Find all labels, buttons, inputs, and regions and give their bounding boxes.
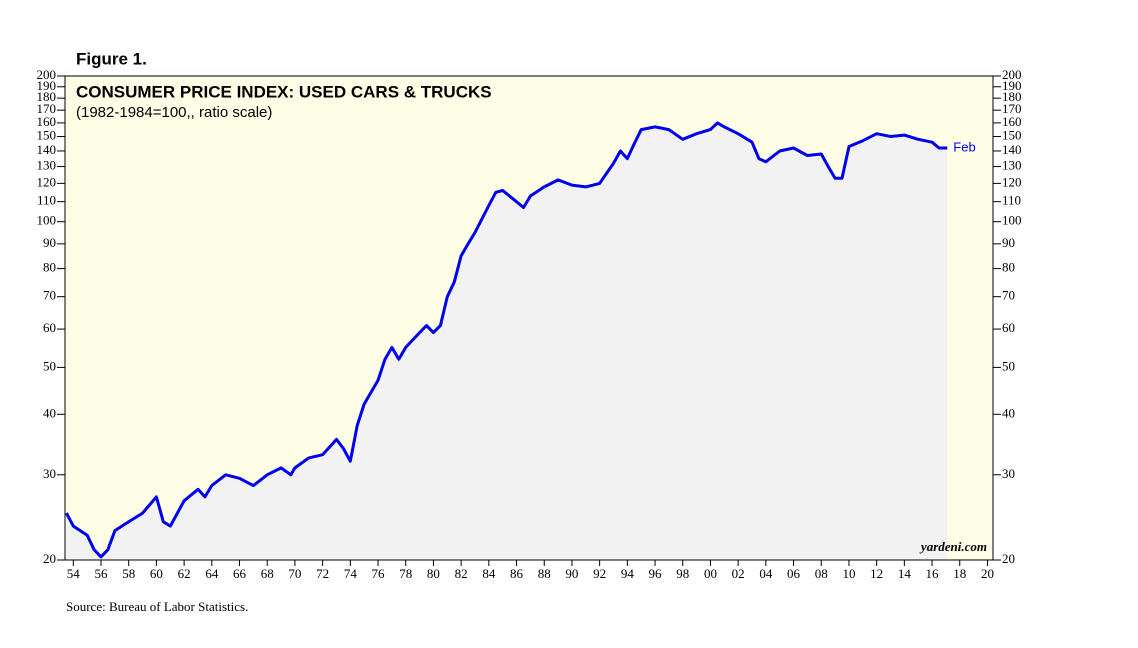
- y-tick-label: 180: [1002, 89, 1022, 104]
- y-tick-label: 130: [37, 158, 57, 173]
- x-tick-label: 78: [399, 566, 412, 581]
- x-tick-label: 06: [787, 566, 801, 581]
- y-tick-label: 130: [1002, 158, 1022, 173]
- x-tick-label: 54: [67, 566, 81, 581]
- y-tick-label: 20: [43, 551, 56, 566]
- x-tick-label: 58: [122, 566, 135, 581]
- y-tick-label: 50: [1002, 358, 1015, 373]
- x-tick-label: 18: [953, 566, 966, 581]
- watermark: yardeni.com: [919, 539, 987, 554]
- y-tick-label: 160: [1002, 114, 1022, 129]
- y-tick-label: 170: [1002, 101, 1022, 116]
- y-tick-label: 180: [37, 89, 57, 104]
- x-tick-label: 66: [233, 566, 247, 581]
- x-tick-label: 64: [205, 566, 219, 581]
- y-tick-label: 190: [1002, 78, 1022, 93]
- y-tick-label: 30: [1002, 466, 1015, 481]
- y-tick-label: 70: [43, 288, 56, 303]
- y-tick-label: 120: [1002, 174, 1022, 189]
- y-tick-label: 150: [37, 127, 57, 142]
- area: [66, 122, 948, 561]
- y-tick-label: 110: [1002, 193, 1021, 208]
- x-tick-label: 98: [676, 566, 689, 581]
- x-tick-label: 62: [178, 566, 191, 581]
- x-tick-label: 20: [981, 566, 994, 581]
- y-tick-label: 170: [37, 101, 57, 116]
- y-tick-label: 40: [1002, 405, 1015, 420]
- x-tick-label: 72: [316, 566, 329, 581]
- chart-title: CONSUMER PRICE INDEX: USED CARS & TRUCKS: [76, 82, 492, 101]
- x-tick-label: 68: [261, 566, 274, 581]
- x-tick-label: 82: [455, 566, 468, 581]
- y-tick-label: 200: [1002, 67, 1022, 82]
- y-tick-label: 50: [43, 358, 56, 373]
- x-tick-label: 94: [621, 566, 635, 581]
- y-tick-label: 40: [43, 405, 56, 420]
- x-tick-label: 00: [704, 566, 717, 581]
- plot-frame: [64, 75, 994, 561]
- y-tick-label: 140: [1002, 142, 1022, 157]
- annotation: Feb: [953, 139, 975, 154]
- y-tick-label: 90: [1002, 235, 1015, 250]
- x-tick-label: 02: [732, 566, 745, 581]
- y-tick-label: 200: [37, 67, 57, 82]
- y-tick-label: 60: [1002, 320, 1015, 335]
- x-tick-label: 86: [510, 566, 524, 581]
- y-tick-label: 100: [37, 213, 57, 228]
- y-tick-label: 20: [1002, 551, 1015, 566]
- x-tick-label: 80: [427, 566, 440, 581]
- y-tick-label: 90: [43, 235, 56, 250]
- x-tick-label: 60: [150, 566, 163, 581]
- x-tick-label: 56: [95, 566, 109, 581]
- y-tick-label: 60: [43, 320, 56, 335]
- y-tick-label: 160: [37, 114, 57, 129]
- y-tick-label: 190: [37, 78, 57, 93]
- x-tick-label: 12: [870, 566, 883, 581]
- x-tick-label: 08: [815, 566, 828, 581]
- x-tick-label: 96: [649, 566, 663, 581]
- x-tick-label: 76: [372, 566, 386, 581]
- x-tick-label: 90: [565, 566, 578, 581]
- x-tick-label: 10: [842, 566, 855, 581]
- y-tick-label: 70: [1002, 288, 1015, 303]
- x-tick-label: 92: [593, 566, 606, 581]
- chart-subtitle: (1982-1984=100,, ratio scale): [76, 104, 272, 121]
- y-tick-label: 140: [37, 142, 57, 157]
- line: [65, 121, 948, 559]
- x-tick-label: 70: [288, 566, 301, 581]
- y-tick-label: 100: [1002, 213, 1022, 228]
- y-tick-label: 120: [37, 174, 57, 189]
- x-tick-label: 04: [759, 566, 773, 581]
- y-tick-label: 80: [1002, 260, 1015, 275]
- y-tick-label: 80: [43, 260, 56, 275]
- source: Source: Bureau of Labor Statistics.: [66, 599, 248, 614]
- figure-label: Figure 1.: [76, 49, 147, 68]
- x-tick-label: 16: [926, 566, 940, 581]
- x-tick-label: 74: [344, 566, 358, 581]
- y-tick-label: 30: [43, 466, 56, 481]
- x-tick-label: 14: [898, 566, 912, 581]
- y-tick-label: 150: [1002, 127, 1022, 142]
- x-tick-label: 84: [482, 566, 496, 581]
- x-tick-label: 88: [538, 566, 551, 581]
- y-tick-label: 110: [37, 193, 56, 208]
